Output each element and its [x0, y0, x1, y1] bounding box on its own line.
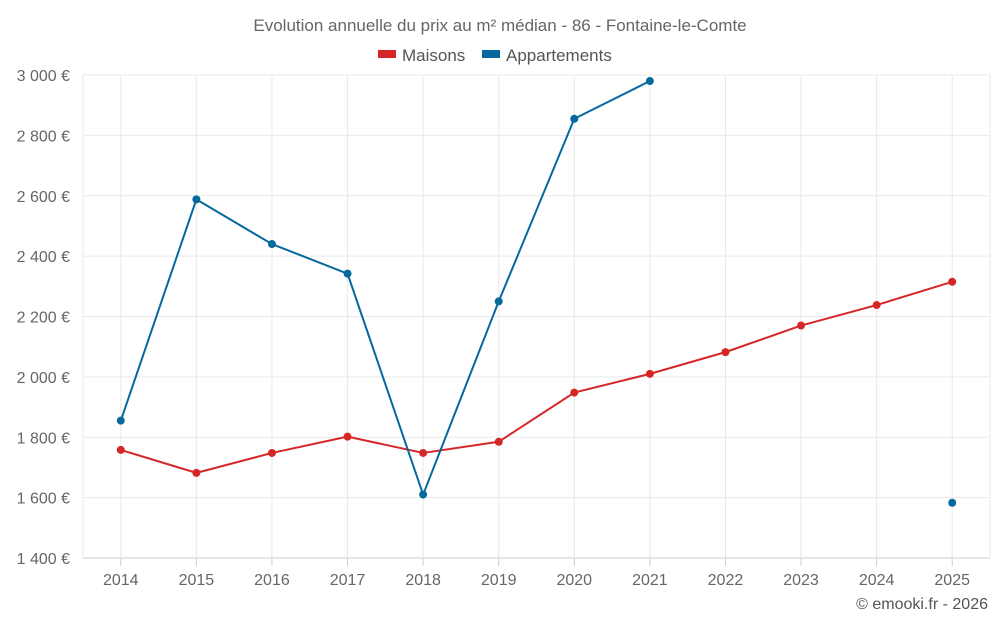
legend-item-maisons[interactable]: Maisons: [378, 46, 465, 65]
y-axis-ticks: 1 400 € 1 600 € 1 800 € 2 000 € 2 200 € 2 400…: [17, 68, 70, 568]
series-maisons: [116, 277, 957, 477]
data-point-maisons[interactable]: [948, 277, 957, 286]
series-appartements: [116, 77, 957, 507]
series-layer: [116, 77, 957, 507]
x-tick-label: 2022: [708, 572, 744, 589]
data-point-maisons[interactable]: [872, 301, 881, 310]
y-tick-label: 3 000 €: [17, 68, 70, 85]
gridlines: [82, 74, 991, 566]
chart-title: Evolution annuelle du prix au m² médian …: [253, 16, 746, 35]
y-tick-label: 1 800 €: [17, 430, 70, 447]
data-point-appartements[interactable]: [192, 195, 201, 204]
x-axis-ticks: 2014 2015 2016 2017 2018 2019 2020 2021 2022 2023…: [103, 572, 970, 589]
data-point-appartements[interactable]: [343, 269, 352, 278]
data-point-maisons[interactable]: [570, 388, 579, 397]
x-tick-label: 2024: [859, 572, 895, 589]
x-tick-label: 2017: [330, 572, 366, 589]
x-tick-label: 2018: [405, 572, 441, 589]
data-point-appartements[interactable]: [645, 77, 654, 86]
y-tick-label: 2 400 €: [17, 249, 70, 266]
legend-swatch-appartements: [482, 50, 500, 58]
y-tick-label: 1 600 €: [17, 491, 70, 508]
data-point-appartements[interactable]: [267, 240, 276, 249]
y-tick-label: 2 000 €: [17, 370, 70, 387]
data-point-maisons[interactable]: [267, 448, 276, 457]
x-tick-label: 2016: [254, 572, 290, 589]
data-point-appartements[interactable]: [570, 114, 579, 123]
x-tick-label: 2021: [632, 572, 668, 589]
credit: © emooki.fr - 2026: [856, 596, 988, 613]
y-tick-label: 2 800 €: [17, 128, 70, 145]
x-tick-label: 2014: [103, 572, 139, 589]
y-tick-label: 2 200 €: [17, 310, 70, 327]
data-point-appartements[interactable]: [116, 416, 125, 425]
x-tick-label: 2023: [783, 572, 819, 589]
legend-swatch-maisons: [378, 50, 396, 58]
data-point-maisons[interactable]: [343, 432, 352, 441]
legend-item-appartements[interactable]: Appartements: [482, 46, 612, 65]
data-point-maisons[interactable]: [721, 348, 730, 357]
data-point-appartements[interactable]: [419, 490, 428, 499]
data-point-maisons[interactable]: [116, 445, 125, 454]
x-tick-label: 2020: [556, 572, 592, 589]
y-tick-label: 2 600 €: [17, 189, 70, 206]
series-line-appartements: [119, 80, 651, 496]
legend-label-appartements: Appartements: [506, 46, 612, 65]
data-point-maisons[interactable]: [797, 321, 806, 330]
data-point-appartements[interactable]: [948, 498, 957, 507]
data-point-maisons[interactable]: [419, 448, 428, 457]
legend: Maisons Appartements: [378, 46, 612, 65]
x-tick-label: 2019: [481, 572, 517, 589]
y-tick-label: 1 400 €: [17, 551, 70, 568]
data-point-maisons[interactable]: [192, 468, 201, 477]
x-tick-label: 2015: [179, 572, 215, 589]
legend-label-maisons: Maisons: [402, 46, 465, 65]
data-point-maisons[interactable]: [645, 369, 654, 378]
x-tick-label: 2025: [934, 572, 970, 589]
series-line-maisons: [120, 280, 953, 474]
data-point-maisons[interactable]: [494, 437, 503, 446]
data-point-appartements[interactable]: [494, 297, 503, 306]
